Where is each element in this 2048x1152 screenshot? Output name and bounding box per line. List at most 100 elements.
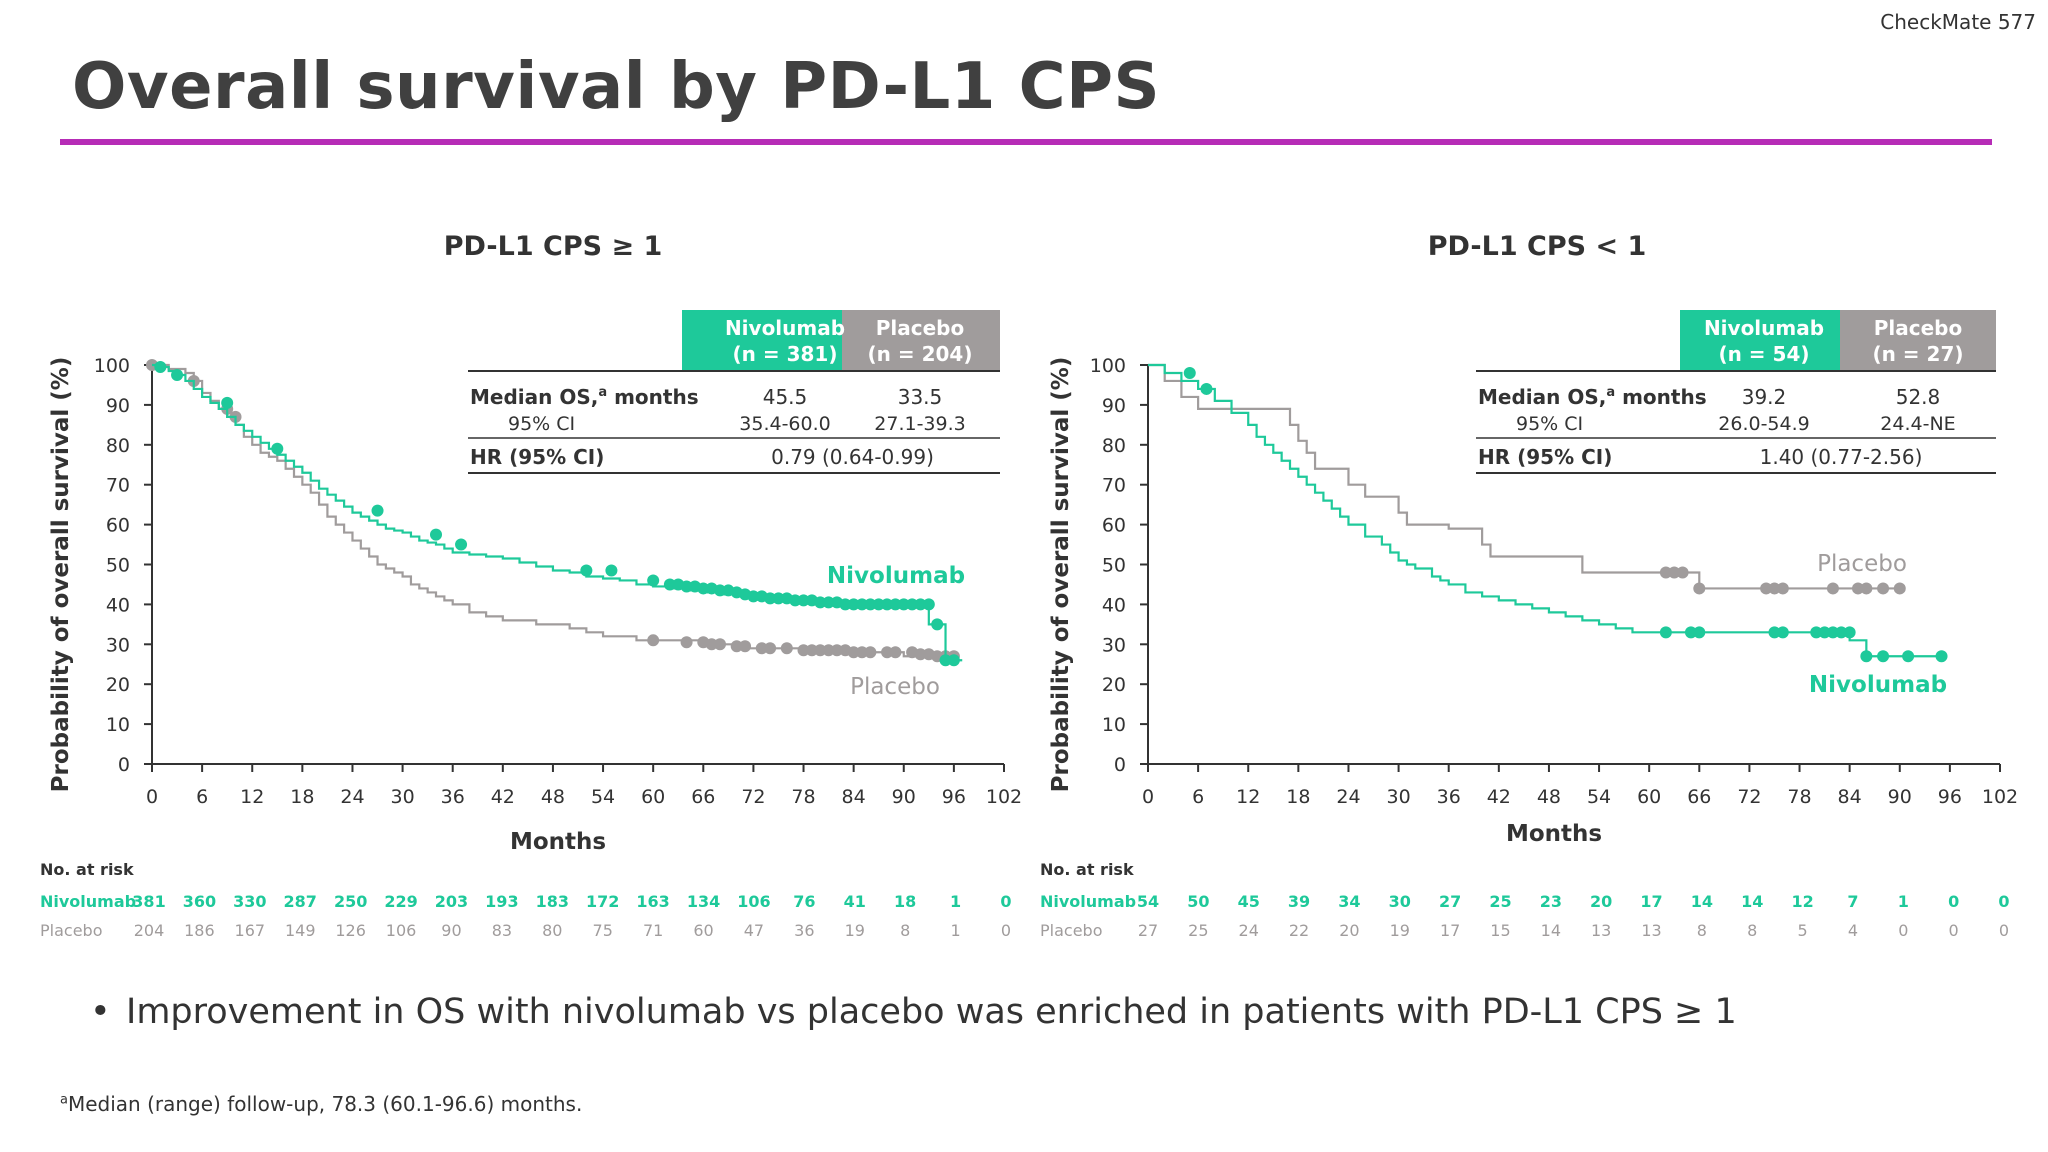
placebo-censor-mark — [1776, 582, 1789, 595]
nivolumab-censor-mark — [897, 598, 910, 611]
study-tag: CheckMate 577 — [1880, 10, 2036, 34]
placebo-curve — [1148, 363, 1900, 590]
risk-value-nivolumab: 17 — [1640, 892, 1662, 911]
placebo-curve-label: Placebo — [1817, 551, 1907, 577]
risk-value-nivolumab: 229 — [384, 892, 417, 911]
y-tick-label: 80 — [1102, 435, 1126, 457]
table-hr-value: 0.79 (0.64-0.99) — [771, 445, 934, 469]
y-tick-label: 0 — [1114, 754, 1126, 776]
nivolumab-censor-mark — [171, 368, 184, 381]
placebo-censor-mark — [822, 644, 835, 657]
table-header-nivolumab — [682, 310, 842, 370]
risk-value-placebo: 47 — [744, 921, 764, 940]
nivolumab-censor-mark — [772, 592, 785, 605]
placebo-censor-mark — [647, 634, 660, 647]
table-median-nivolumab: 45.5 — [763, 385, 808, 409]
x-tick-label: 36 — [1437, 786, 1461, 808]
placebo-censor-mark — [1668, 566, 1681, 579]
placebo-censor-mark — [680, 636, 693, 649]
y-tick-label: 40 — [106, 594, 130, 616]
summary-table: Nivolumab(n = 381) Placebo(n = 204) Median… — [468, 310, 1000, 474]
nivolumab-censor-mark — [1693, 626, 1706, 639]
placebo-censor-mark — [856, 646, 868, 659]
x-tick-label: 6 — [196, 786, 208, 808]
risk-value-nivolumab: 34 — [1338, 892, 1360, 911]
x-tick-label: 30 — [390, 786, 414, 808]
risk-value-nivolumab: 14 — [1741, 892, 1763, 911]
x-tick-label: 60 — [1637, 786, 1661, 808]
risk-value-nivolumab: 172 — [586, 892, 619, 911]
risk-value-nivolumab: 287 — [284, 892, 317, 911]
y-axis-label: Probability of overall survival (%) — [48, 357, 74, 793]
y-tick-label: 10 — [106, 714, 130, 736]
page-title: Overall survival by PD-L1 CPS — [72, 50, 1161, 124]
risk-value-nivolumab: 183 — [536, 892, 569, 911]
x-tick-label: 102 — [986, 786, 1022, 808]
nivolumab-censor-mark — [881, 598, 894, 611]
risk-value-placebo: 15 — [1490, 921, 1510, 940]
x-axis-label: Months — [510, 829, 606, 855]
row-label-sup: a — [598, 385, 607, 400]
risk-value-placebo: 186 — [184, 921, 215, 940]
chart-cps-ge1: PD-L1 CPS ≥ 10 6 12 18 24 30 36 42 48 54 60 66 72 78 8… — [40, 231, 1022, 940]
risk-value-placebo: 17 — [1440, 921, 1460, 940]
table-ci-nivolumab: 26.0-54.9 — [1718, 413, 1809, 435]
risk-value-placebo: 8 — [1697, 921, 1707, 940]
x-tick-label: 96 — [1938, 786, 1962, 808]
nivolumab-censor-mark — [580, 564, 593, 577]
x-tick-label: 24 — [340, 786, 364, 808]
x-tick-label: 60 — [641, 786, 665, 808]
table-head-placebo-n: (n = 27) — [1872, 342, 1963, 366]
risk-value-placebo: 4 — [1848, 921, 1858, 940]
footnote: aMedian (range) follow-up, 78.3 (60.1-96… — [60, 1092, 582, 1116]
table-row-label: HR (95% CI) — [470, 445, 604, 469]
chart-title: PD-L1 CPS < 1 — [1428, 231, 1647, 262]
x-tick-label: 90 — [892, 786, 916, 808]
x-tick-label: 54 — [591, 786, 615, 808]
risk-value-nivolumab: 39 — [1288, 892, 1310, 911]
y-tick-label: 50 — [106, 555, 130, 577]
risk-value-placebo: 204 — [134, 921, 165, 940]
risk-value-placebo: 36 — [794, 921, 814, 940]
placebo-censor-mark — [1877, 582, 1890, 595]
placebo-censor-mark — [1768, 582, 1781, 595]
table-head-nivolumab-n: (n = 54) — [1718, 342, 1809, 366]
risk-value-nivolumab: 41 — [844, 892, 866, 911]
table-header-placebo — [1840, 310, 1996, 370]
risk-value-placebo: 106 — [386, 921, 417, 940]
x-tick-label: 6 — [1192, 786, 1204, 808]
risk-value-placebo: 126 — [335, 921, 366, 940]
table-ci-nivolumab: 35.4-60.0 — [739, 413, 830, 435]
placebo-censor-mark — [1676, 566, 1689, 579]
placebo-censor-mark — [780, 642, 793, 655]
table-row-label: 95% CI — [1516, 413, 1583, 435]
x-tick-label: 48 — [541, 786, 565, 808]
nivolumab-censor-mark — [847, 598, 860, 611]
placebo-censor-mark — [847, 646, 860, 659]
nivolumab-censor-mark — [939, 654, 952, 667]
risk-label-nivolumab: Nivolumab — [1040, 892, 1136, 911]
risk-label-nivolumab: Nivolumab — [40, 892, 136, 911]
x-tick-label: 54 — [1587, 786, 1611, 808]
risk-value-nivolumab: 381 — [132, 892, 165, 911]
table-header-nivolumab — [1680, 310, 1840, 370]
y-tick-label: 100 — [1090, 355, 1126, 377]
nivolumab-censor-mark — [221, 396, 234, 409]
nivolumab-censor-mark — [797, 594, 810, 607]
y-tick-label: 90 — [1102, 395, 1126, 417]
x-tick-label: 0 — [146, 786, 158, 808]
table-median-nivolumab: 39.2 — [1742, 385, 1787, 409]
x-tick-label: 78 — [791, 786, 815, 808]
risk-value-nivolumab: 163 — [636, 892, 669, 911]
placebo-censor-mark — [730, 640, 743, 653]
risk-value-placebo: 1 — [950, 921, 960, 940]
nivolumab-censor-mark — [680, 580, 693, 593]
placebo-censor-mark — [805, 644, 818, 657]
nivolumab-censor-mark — [271, 442, 284, 455]
placebo-censor-mark — [1852, 582, 1864, 595]
row-label-sup: a — [1606, 385, 1615, 400]
table-ci-placebo: 27.1-39.3 — [874, 413, 965, 435]
x-tick-label: 30 — [1386, 786, 1410, 808]
x-tick-label: 90 — [1888, 786, 1912, 808]
